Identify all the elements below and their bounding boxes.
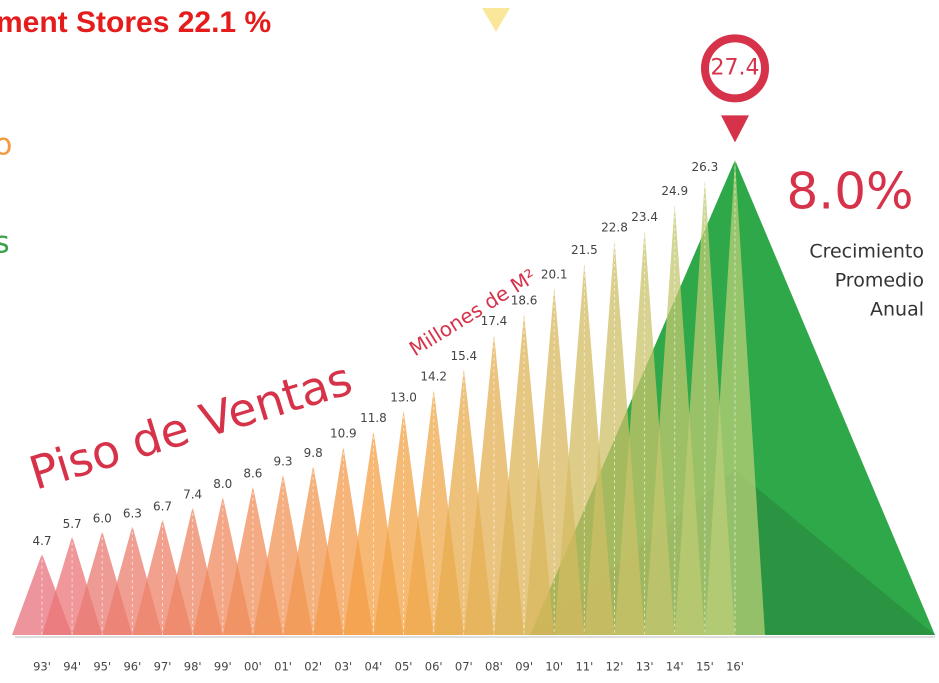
x-tick-label: 01' [274,660,292,674]
chart-title: Piso de Ventas [23,351,358,500]
value-label: 26.3 [692,160,719,174]
pin-ring [701,34,769,103]
pin [721,115,749,143]
value-label: 8.6 [243,467,262,481]
x-tick-label: 03' [334,660,352,674]
x-tick-label: 11' [575,660,593,674]
value-label: 20.1 [541,267,568,281]
x-tick-label: 07' [455,660,473,674]
value-label: 6.3 [123,506,142,520]
x-tick-label: 95' [93,660,111,674]
decor-triangle [482,8,510,32]
chart-subtitle: Millones de M² [405,264,540,361]
x-tick-label: 14' [666,660,684,674]
value-label: 18.6 [511,293,538,307]
x-tick-label: 94' [63,660,81,674]
value-label: 9.3 [273,454,292,468]
value-label: 5.7 [63,517,82,531]
value-label: 23.4 [631,210,658,224]
x-tick-label: 15' [696,660,714,674]
value-label: 11.8 [360,411,387,425]
x-tick-label: 10' [545,660,563,674]
value-label: 6.7 [153,499,172,513]
x-tick-label: 05' [395,660,413,674]
value-label: 13.0 [390,390,417,404]
x-tick-label: 08' [485,660,503,674]
value-label: 10.9 [330,427,357,441]
annotation-text: Promedio [835,270,924,292]
value-label: 21.5 [571,243,598,257]
header-text: o [0,128,12,163]
value-label: 14.2 [420,370,447,384]
annotation-text: Crecimiento [809,241,924,263]
x-tick-label: 04' [365,660,383,674]
x-tick-label: 97' [154,660,172,674]
value-label: 22.8 [601,221,628,235]
x-tick-label: 13' [636,660,654,674]
annotation-value: 8.0% [786,163,913,221]
x-tick-label: 02' [304,660,322,674]
value-label: 7.4 [183,487,202,501]
x-tick-label: 99' [214,660,232,674]
value-label: 15.4 [450,349,477,363]
value-label: 17.4 [481,314,508,328]
value-label: 9.8 [304,446,323,460]
header-text: s [0,226,10,261]
x-tick-label: 00' [244,660,262,674]
header-text: ment Stores 22.1 % [0,6,271,39]
x-tick-label: 06' [425,660,443,674]
x-tick-label: 09' [515,660,533,674]
value-label: 6.0 [93,512,112,526]
x-tick-label: 16' [726,660,744,674]
value-label: 4.7 [32,534,51,548]
x-tick-label: 98' [184,660,202,674]
x-tick-label: 12' [606,660,624,674]
x-tick-label: 93' [33,660,51,674]
x-tick-label: 96' [123,660,141,674]
value-label: 24.9 [661,184,688,198]
annotation-text: Anual [870,299,924,321]
value-label: 8.0 [213,477,232,491]
triangle [705,160,765,635]
value-label: 27.4 [711,55,760,80]
